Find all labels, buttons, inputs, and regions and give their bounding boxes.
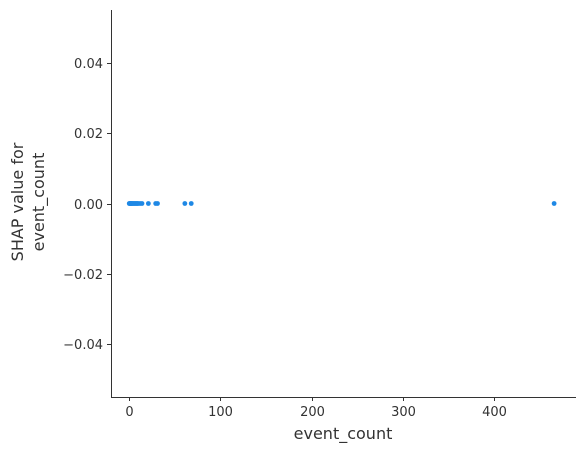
x-tick-label: 200 — [300, 405, 325, 420]
y-ticks: −0.04 −0.02 0.00 0.02 0.04 — [63, 57, 111, 353]
y-tick-label: −0.04 — [63, 338, 103, 353]
axes — [111, 10, 576, 398]
y-axis-label: SHAP value for event_count — [8, 142, 49, 261]
data-point — [188, 201, 194, 206]
y-axis-label-line-1: SHAP value for — [8, 142, 27, 261]
x-tick-label: 300 — [391, 405, 416, 420]
y-axis-label-line-2: event_count — [29, 153, 49, 252]
x-tick-label: 0 — [125, 405, 133, 420]
data-points — [126, 201, 557, 206]
x-tick-label: 400 — [482, 405, 507, 420]
x-axis-label: event_count — [294, 424, 393, 444]
y-tick-label: −0.02 — [63, 268, 103, 283]
data-point — [139, 201, 145, 206]
x-ticks: 0 100 200 300 400 — [125, 397, 507, 420]
x-tick-label: 100 — [208, 405, 233, 420]
data-point — [182, 201, 188, 206]
data-point — [145, 201, 151, 206]
data-point — [155, 201, 160, 206]
y-tick-label: 0.02 — [74, 127, 103, 142]
data-point — [551, 201, 557, 206]
y-tick-label: 0.04 — [74, 57, 103, 72]
y-tick-label: 0.00 — [74, 198, 103, 213]
